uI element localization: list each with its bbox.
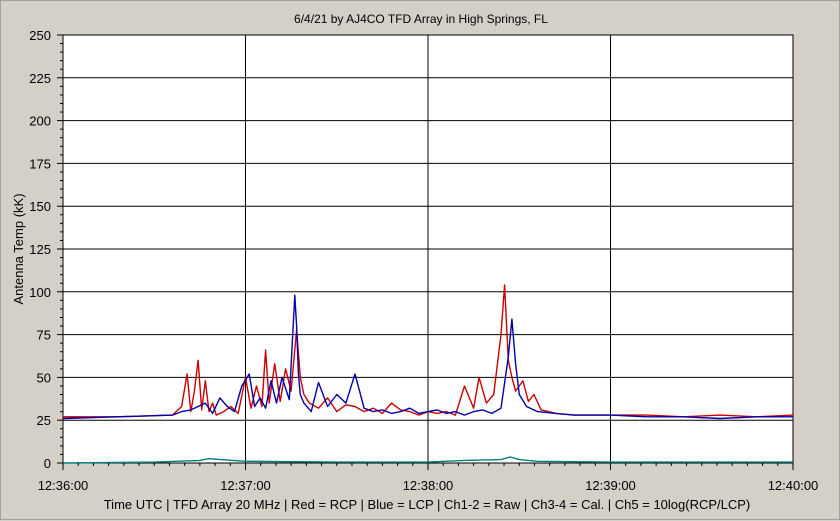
x-axis-label: Time UTC | TFD Array 20 MHz | Red = RCP … <box>104 497 751 512</box>
series-line-3 <box>62 456 793 464</box>
x-tick-label: 12:40:00 <box>768 478 819 493</box>
y-tick-label: 250 <box>29 28 51 43</box>
y-tick-label: 0 <box>44 456 51 471</box>
y-tick-label: 200 <box>29 114 51 129</box>
y-tick-label: 75 <box>37 328 51 343</box>
x-axis: 12:36:00 12:37:00 12:38:00 12:39:00 12:40:00 <box>38 463 819 493</box>
y-tick-label: 125 <box>29 242 51 257</box>
x-tick-label: 12:38:00 <box>403 478 454 493</box>
y-tick-label: 225 <box>29 71 51 86</box>
x-tick-label: 12:39:00 <box>585 478 636 493</box>
y-axis: 0 25 50 75 100 125 150 175 200 225 250 <box>29 28 63 471</box>
y-axis-label: Antenna Temp (kK) <box>11 193 26 304</box>
y-tick-label: 175 <box>29 156 51 171</box>
series-layer <box>62 284 794 464</box>
grid <box>63 35 793 463</box>
x-tick-label: 12:36:00 <box>38 478 89 493</box>
series-line-2 <box>62 294 793 420</box>
y-tick-label: 25 <box>37 413 51 428</box>
x-tick-label: 12:37:00 <box>220 478 271 493</box>
y-tick-label: 50 <box>37 370 51 385</box>
chart-title: 6/4/21 by AJ4CO TFD Array in High Spring… <box>294 12 548 26</box>
y-tick-label: 100 <box>29 285 51 300</box>
y-tick-label: 150 <box>29 199 51 214</box>
